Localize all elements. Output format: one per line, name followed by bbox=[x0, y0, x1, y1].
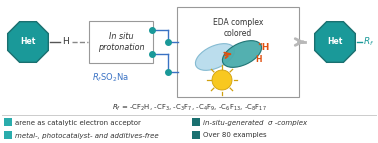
Text: Over 80 examples: Over 80 examples bbox=[203, 133, 266, 139]
Bar bbox=[4, 118, 12, 126]
Text: in-situ-generated  σ -complex: in-situ-generated σ -complex bbox=[203, 119, 307, 126]
Polygon shape bbox=[314, 22, 355, 62]
Text: arene as catalytic electron acceptor: arene as catalytic electron acceptor bbox=[15, 120, 141, 126]
FancyBboxPatch shape bbox=[177, 7, 299, 97]
Bar bbox=[192, 131, 200, 139]
Text: Het: Het bbox=[20, 37, 36, 46]
Text: In situ
protonation: In situ protonation bbox=[98, 32, 144, 52]
Text: Het: Het bbox=[327, 37, 343, 46]
Text: "H: "H bbox=[257, 43, 270, 52]
Circle shape bbox=[320, 27, 350, 57]
Bar bbox=[4, 131, 12, 139]
Circle shape bbox=[212, 70, 232, 90]
FancyBboxPatch shape bbox=[89, 21, 153, 63]
Text: $R_f$: $R_f$ bbox=[363, 36, 374, 48]
Ellipse shape bbox=[222, 41, 262, 67]
Text: H: H bbox=[62, 37, 69, 46]
Text: EDA complex
colored: EDA complex colored bbox=[213, 18, 263, 38]
Text: $R_f$SO$_2$Na: $R_f$SO$_2$Na bbox=[91, 72, 129, 84]
Text: metal-, photocatalyst- and additives-free: metal-, photocatalyst- and additives-fre… bbox=[15, 132, 159, 139]
Text: H: H bbox=[255, 55, 262, 64]
Polygon shape bbox=[8, 22, 48, 62]
Bar bbox=[192, 118, 200, 126]
Text: $R_f$ = -CF$_2$H, -CF$_3$, -C$_3$F$_7$, -C$_4$F$_9$, -C$_6$F$_{13}$, -C$_8$F$_{1: $R_f$ = -CF$_2$H, -CF$_3$, -C$_3$F$_7$, … bbox=[112, 103, 266, 113]
Ellipse shape bbox=[195, 44, 235, 70]
Circle shape bbox=[13, 27, 43, 57]
